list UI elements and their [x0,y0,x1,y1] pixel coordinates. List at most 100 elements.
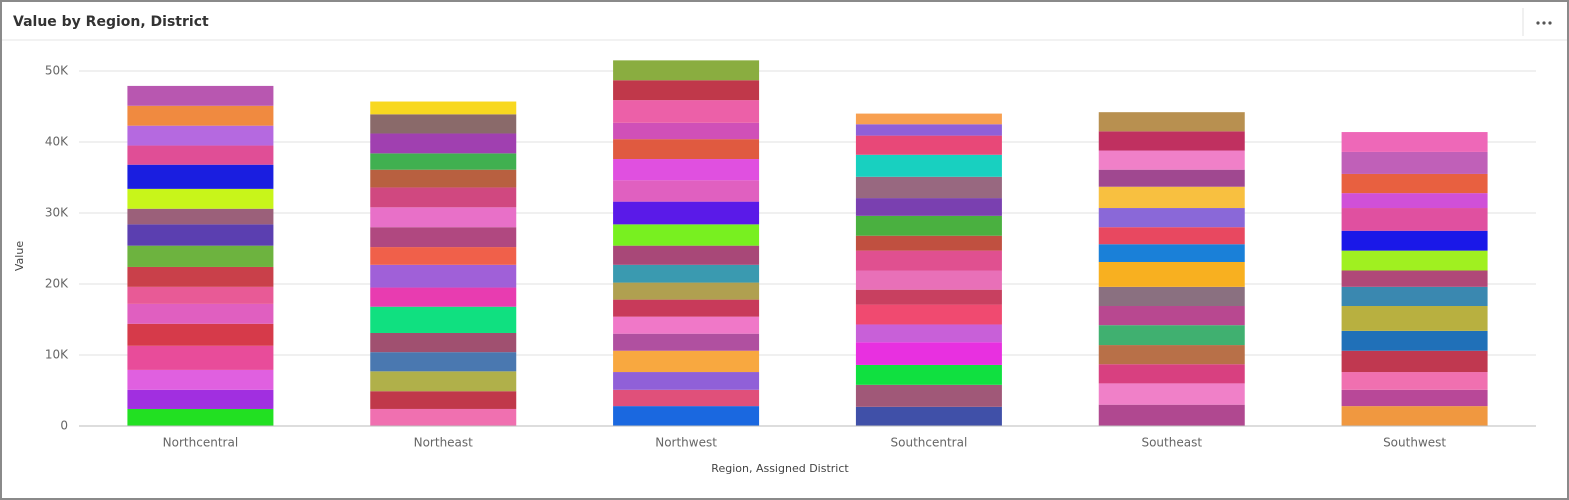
bar-segment [1098,345,1245,365]
bar-segment [1341,230,1488,251]
bar-segment [1098,286,1245,307]
bar-segment [127,408,274,426]
bar-segment [855,304,1002,325]
bar-segment [1098,404,1245,426]
bar-segment [1098,261,1245,287]
bar-segment [370,133,517,154]
bar-segment [370,287,517,307]
y-tick-label: 50K [45,64,69,78]
bar-segment [370,207,517,228]
bar-segment [855,113,1002,125]
y-tick-label: 40K [45,135,69,149]
bar-segment [855,135,1002,155]
bar-segment [1098,208,1245,228]
bar-segment [127,323,274,346]
bar-segment [1341,330,1488,351]
bar-segment [613,180,760,202]
bar-segment [1341,389,1488,407]
bar-segment [1341,132,1488,152]
bar-segment [1341,286,1488,307]
bar-segment [1098,186,1245,209]
bar-segment [855,250,1002,271]
bar-segment [370,332,517,353]
bar-segment [613,201,760,225]
bar-segment [1341,151,1488,174]
bar-segment [127,224,274,246]
bar-segment [613,159,760,181]
bar-segment [1341,306,1488,331]
bar-segment [613,80,760,101]
bar-segment [855,406,1002,426]
bar-segment [370,391,517,409]
bar-segment [1098,150,1245,170]
bar-segment [127,369,274,390]
bar-segment [1098,364,1245,384]
bar-segment [1098,383,1245,405]
bar-segment [855,324,1002,343]
bar-segment [370,371,517,392]
bar-segment [1098,244,1245,262]
bar-segment [1341,372,1488,390]
bar-segment [1341,208,1488,231]
bar-segment [1341,350,1488,373]
bar-segment [370,264,517,288]
bar-segment [1098,325,1245,346]
bar-segment [613,139,760,160]
bar-segment [1341,406,1488,426]
bar-segment [855,176,1002,199]
bar-segment [613,406,760,426]
bar-segment [127,303,274,324]
bar-segment [613,372,760,390]
bar-segment [370,114,517,134]
bar-segment [855,154,1002,177]
x-tick-label: Northwest [655,436,717,450]
bar-segment [613,264,760,283]
y-tick-label: 10K [45,348,69,362]
bar-segment [1341,173,1488,194]
bar-segment [855,124,1002,136]
bar-segment [1098,131,1245,151]
bar-segment [127,266,274,287]
bar-segment [613,389,760,407]
bar-segment [370,187,517,208]
bar-segment [1341,193,1488,209]
bar-segment [127,245,274,267]
y-tick-label: 0 [60,419,68,433]
x-tick-label: Southcentral [891,436,968,450]
bar-segment [127,105,274,126]
bar-segment [855,342,1002,365]
y-tick-label: 20K [45,277,69,291]
x-tick-label: Northcentral [163,436,238,450]
bar-segment [370,169,517,188]
bar-segment [613,282,760,300]
bar-segment [613,299,760,317]
bar-segment [127,208,274,225]
bar-segment [127,145,274,165]
bar-segment [370,227,517,248]
bar-segment [370,408,517,426]
bar-segment [855,289,1002,305]
y-tick-label: 30K [45,206,69,220]
bar-segment [370,352,517,372]
bar-segment [370,101,517,115]
bar-segment [613,122,760,140]
chart-title: Value by Region, District [13,14,209,30]
bar-segment [127,345,274,370]
bar-segment [613,60,760,81]
bar-segment [1098,112,1245,132]
bar-segment [127,85,274,106]
more-menu[interactable] [1536,21,1552,25]
bar-segment [613,333,760,351]
bar-segment [855,235,1002,251]
bar-segment [1341,250,1488,271]
bar-segment [855,384,1002,407]
bar-segment [1098,169,1245,187]
bar-segment [855,198,1002,216]
bar-segment [1098,227,1245,245]
x-tick-label: Northeast [414,436,474,450]
bar-segment [127,164,274,189]
bar-segment [855,270,1002,290]
bar-segment [1341,270,1488,287]
bar-segment [370,153,517,170]
